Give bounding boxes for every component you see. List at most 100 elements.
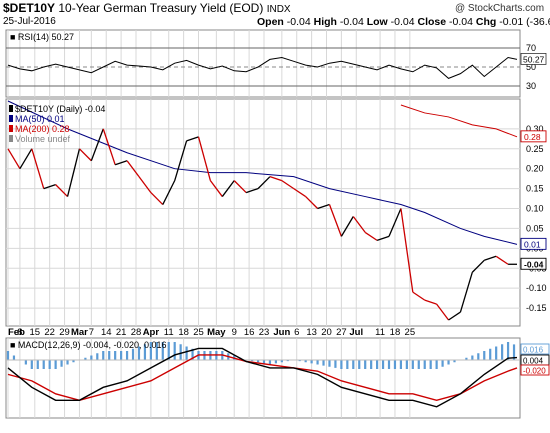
macd-histogram-bar (358, 360, 361, 369)
chart-title: $DET10Y 10-Year German Treasury Yield (E… (3, 1, 291, 15)
price-segment (78, 148, 92, 162)
price-segment (209, 180, 223, 197)
chart-date: 25-Jul-2016 (3, 16, 56, 27)
legend-swatch (9, 135, 13, 142)
macd-histogram-bar (262, 360, 266, 364)
macd-histogram-bar (387, 360, 391, 369)
macd-histogram-bar (42, 360, 45, 369)
macd-histogram-bar (137, 346, 141, 360)
macd-histogram-bar (405, 360, 408, 369)
price-tick-label: -0.15 (526, 303, 547, 313)
price-legend-item: MA(50) 0.01 (15, 114, 65, 124)
price-segment (412, 291, 426, 301)
price-tick-label: 0.30 (526, 124, 544, 134)
price-segment (269, 176, 283, 182)
macd-histogram-bar (304, 360, 307, 363)
x-tick-label: 27 (336, 327, 347, 338)
price-segment (233, 180, 247, 194)
price-segment (55, 184, 68, 198)
macd-histogram-bar (143, 344, 147, 360)
price-tick-label: 0.10 (526, 204, 544, 214)
price-segment (90, 128, 104, 161)
macd-histogram-bar (131, 348, 135, 360)
price-segment (376, 235, 390, 241)
x-tick-label: 9 (232, 327, 237, 338)
macd-histogram-bar (114, 351, 117, 360)
x-tick-label: 14 (101, 327, 112, 338)
macd-histogram-bar (60, 360, 63, 367)
x-tick-label: May (207, 327, 226, 338)
macd-last-value-box (520, 364, 550, 376)
rsi-line (7, 56, 518, 79)
price-segment (471, 259, 485, 273)
x-tick-label: Jun (273, 327, 290, 338)
macd-histogram-bar (471, 355, 474, 360)
macd-histogram-bar (506, 342, 510, 360)
price-segment (448, 311, 461, 321)
macd-histogram-bar (54, 360, 57, 369)
price-segment (305, 196, 319, 209)
exchange: INDX (266, 4, 291, 15)
x-tick-label: Apr (143, 327, 160, 338)
macd-histogram-bar (256, 360, 260, 363)
macd-last-value: 0.016 (523, 346, 544, 355)
macd-histogram-bar (310, 360, 313, 364)
ma50-last-value-box (520, 237, 547, 250)
macd-histogram-bar (48, 360, 51, 369)
price-segment (340, 216, 354, 237)
macd-histogram-bar (6, 351, 10, 360)
ma200-last-value: 0.28 (524, 132, 541, 142)
x-tick-label: 15 (30, 327, 41, 338)
x-tick-label: 21 (116, 327, 127, 338)
macd-histogram-bar (399, 360, 403, 369)
price-tick-label: 0.05 (526, 223, 544, 233)
x-tick-label: Feb (8, 327, 25, 338)
x-tick-label: 29 (59, 327, 70, 338)
x-tick-label: 13 (306, 327, 317, 338)
symbol: $DET10Y (3, 1, 56, 15)
macd-histogram-bar (167, 342, 170, 360)
x-tick-label: Mar (71, 327, 88, 338)
price-segment (31, 148, 45, 189)
x-tick-label: 11 (164, 327, 174, 338)
legend-swatch (9, 115, 13, 122)
macd-histogram-bar (322, 360, 325, 366)
panel-frame-macd (5, 337, 521, 419)
price-tick-label: -0.10 (526, 283, 547, 293)
macd-histogram-bar (90, 355, 93, 360)
macd-signal-line (7, 354, 518, 402)
macd-histogram-bar (417, 360, 420, 369)
ma50-line (7, 100, 518, 245)
macd-last-value-box (520, 343, 550, 355)
price-segment (257, 176, 271, 190)
macd-histogram-bar (370, 360, 373, 369)
price-segment (126, 160, 140, 178)
price-segment (317, 203, 330, 210)
ma50-last-value: 0.01 (524, 239, 541, 249)
macd-histogram-bar (501, 344, 504, 360)
rsi-tick-label: 70 (526, 43, 536, 53)
price-segment (150, 192, 164, 205)
panel-frame-price (5, 98, 521, 327)
macd-histogram-bar (84, 357, 87, 360)
macd-histogram-bar (36, 360, 39, 369)
price-segment (174, 140, 188, 181)
macd-histogram-bar (72, 360, 75, 363)
macd-histogram-bar (108, 351, 111, 360)
price-segment (495, 255, 509, 265)
x-tick-label: 11 (375, 327, 385, 338)
macd-histogram-bar (375, 360, 379, 369)
x-tick-label: 18 (390, 327, 401, 338)
price-segment (138, 176, 152, 193)
macd-histogram-bar (346, 360, 349, 369)
macd-histogram-bar (191, 348, 194, 360)
macd-histogram-bar (381, 360, 385, 369)
price-tick-label: 0.20 (526, 164, 544, 174)
price-segment (162, 180, 176, 205)
ma200-last-value-box (520, 130, 547, 143)
price-segment (400, 208, 414, 293)
price-segment (424, 299, 437, 305)
x-tick-label: 25 (405, 327, 416, 338)
price-segment (281, 180, 295, 190)
